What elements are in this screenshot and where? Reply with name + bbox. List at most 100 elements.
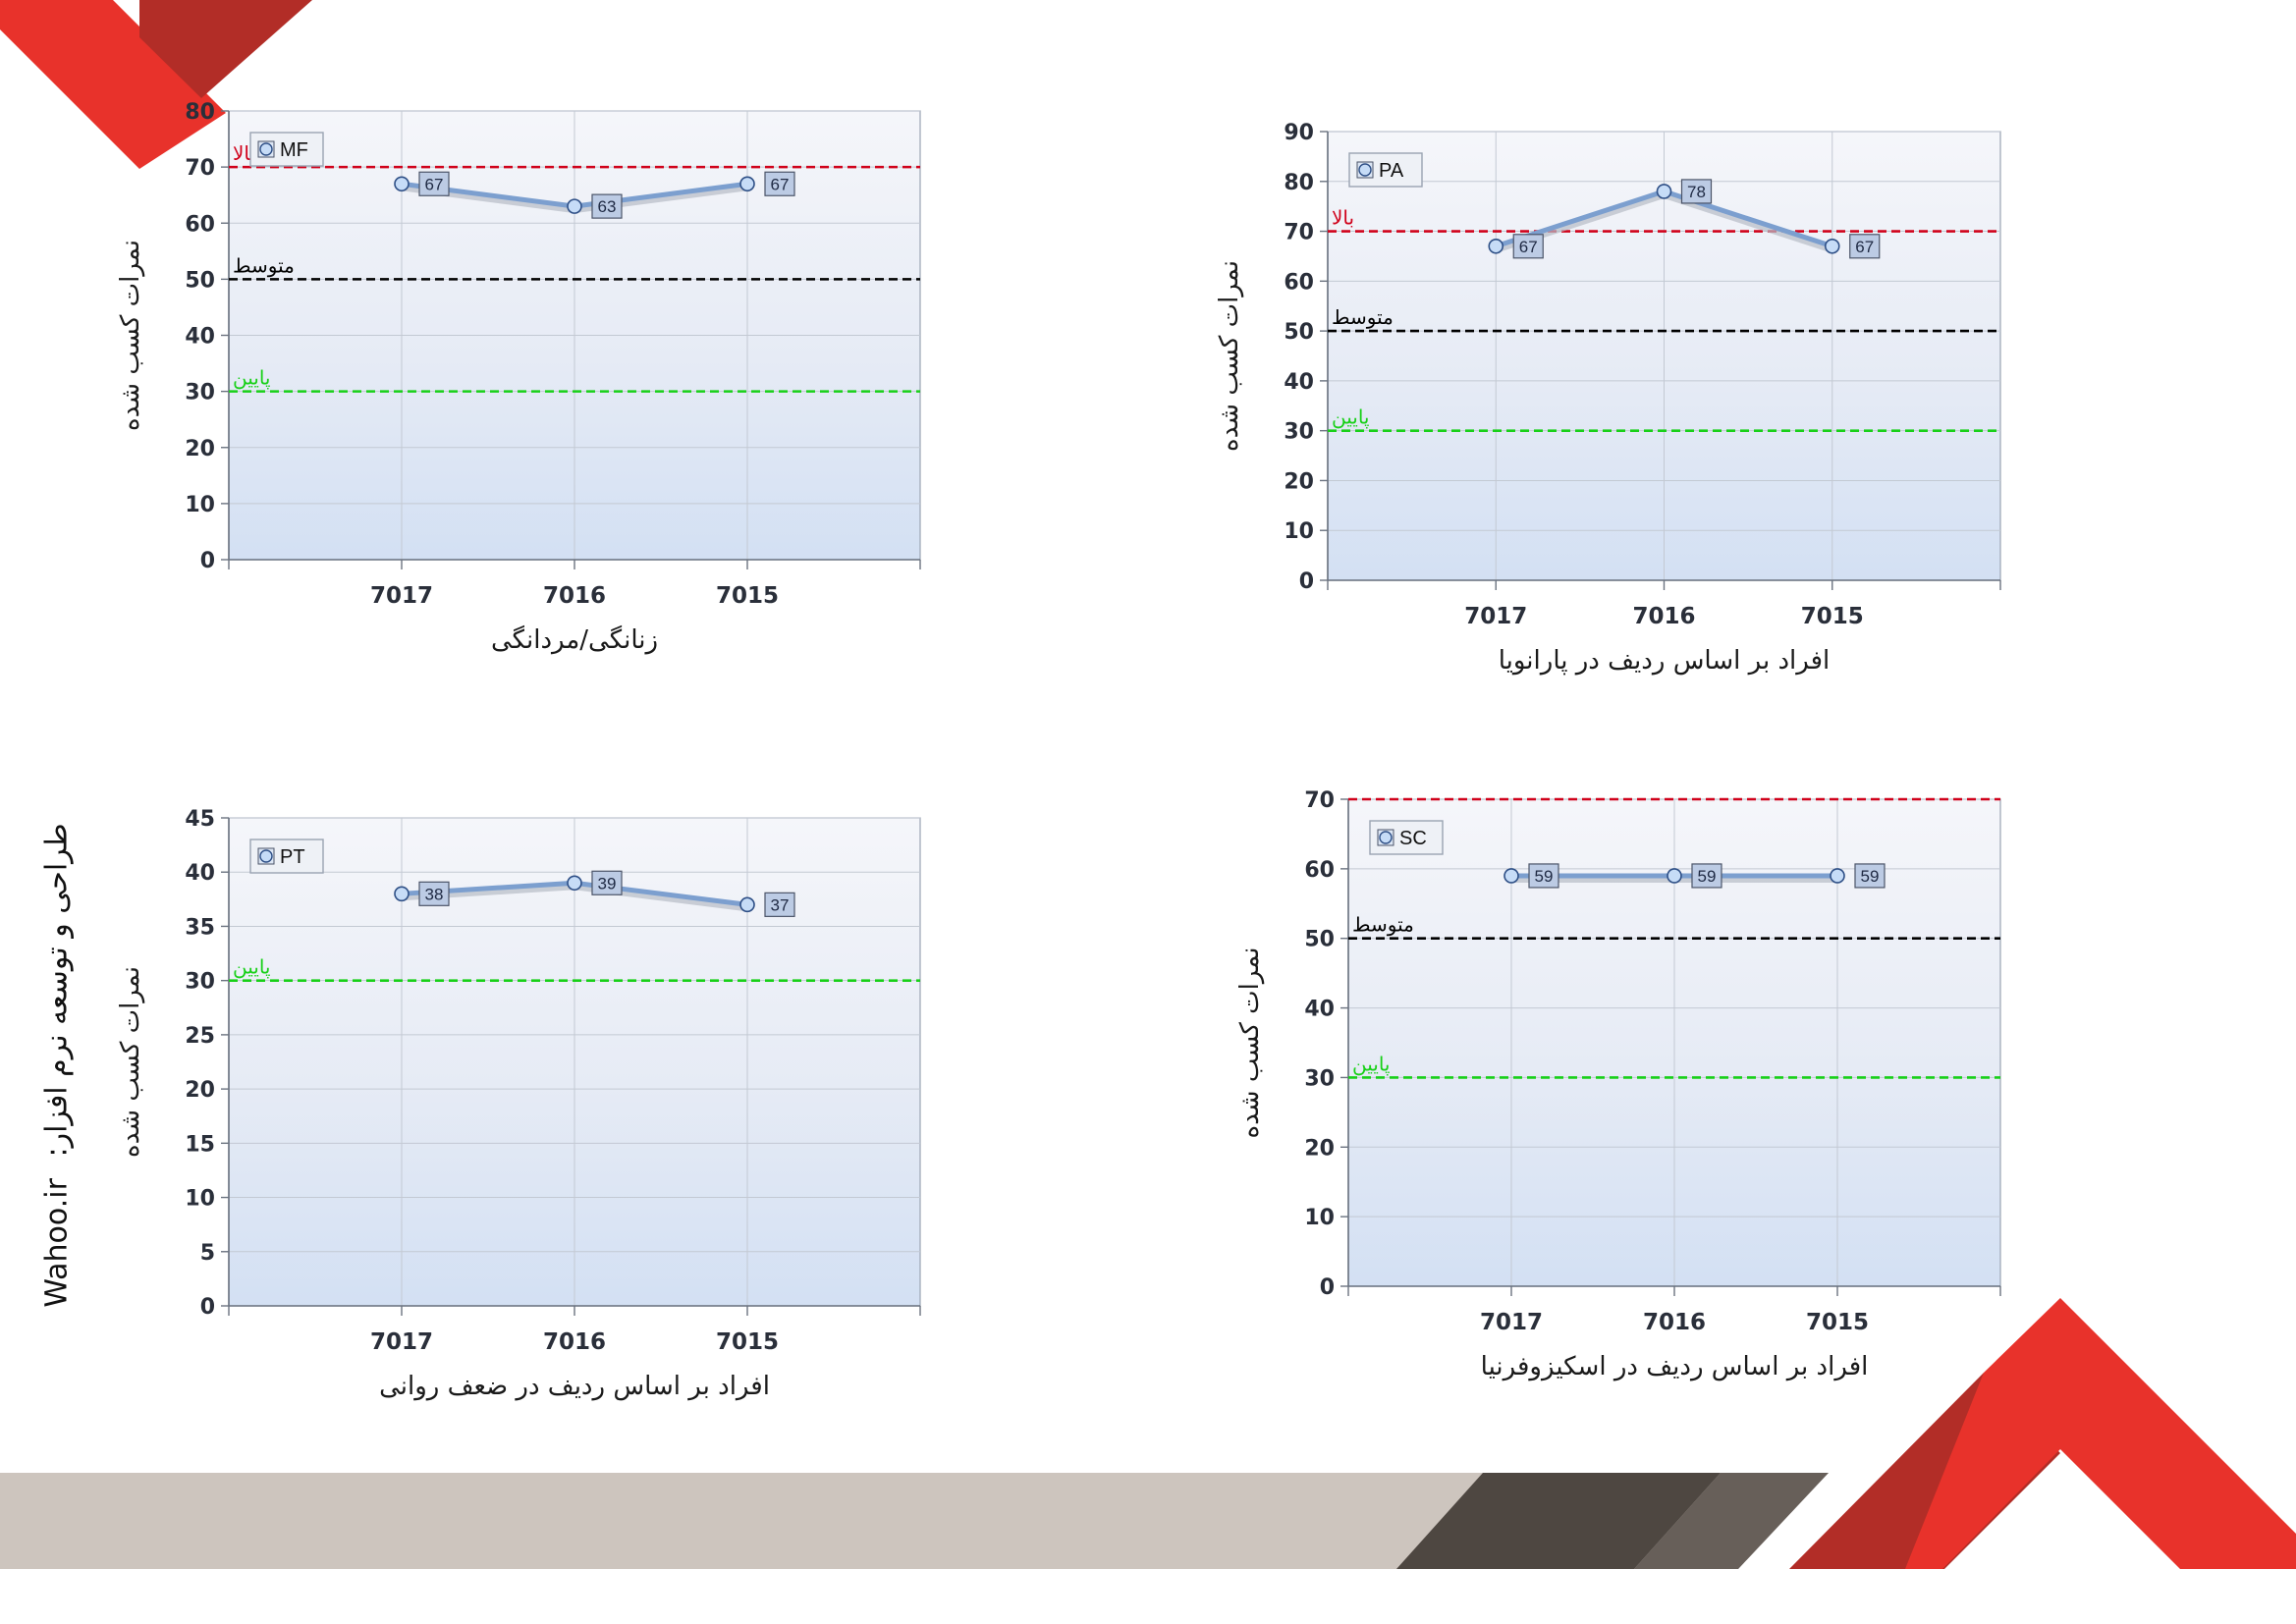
bottom-right-red-band <box>1905 1298 2296 1569</box>
y-tick-label: 20 <box>1304 1136 1335 1161</box>
reference-line-label: پایین <box>233 955 271 980</box>
reference-line-label: پایین <box>1332 406 1370 430</box>
chart-sc-svg: 0 10 20 30 40 50 60 70 7017 7016 7015 افراد بر اساس… <box>1235 788 2001 1381</box>
bottom-grey-band <box>0 1473 1829 1569</box>
chart-pa: 0 10 20 30 40 50 60 70 80 90 7017 7016 7015 افراد بر … <box>1159 98 2043 687</box>
legend-marker <box>1358 163 1372 177</box>
data-point <box>1667 868 1682 884</box>
x-tick-label: 7016 <box>1643 1310 1706 1335</box>
legend-marker <box>259 142 273 156</box>
y-tick-label: 70 <box>1284 221 1314 245</box>
y-axis-title: نمرات کسب شده <box>1215 260 1244 452</box>
x-axis-title: افراد بر اساس ردیف در اسکیزوفرنیا <box>1481 1352 1869 1381</box>
x-tick-label: 7017 <box>1464 604 1527 629</box>
data-point <box>1503 868 1519 884</box>
chart-pt: 0 5 10 15 20 25 30 35 40 45 7017 7016 7015 افراد بر ا… <box>0 785 923 1414</box>
legend-label: SC <box>1399 828 1427 849</box>
x-tick-label: 7015 <box>716 1329 779 1355</box>
legend-label: MF <box>280 139 308 161</box>
y-tick-label: 45 <box>185 807 215 832</box>
data-label: 67 <box>1519 238 1538 256</box>
x-axis-title: افراد بر اساس ردیف در ضعف روانی <box>379 1372 770 1401</box>
data-label: 59 <box>1861 867 1880 886</box>
data-label-box <box>418 881 450 906</box>
y-tick-label: 70 <box>1304 788 1335 813</box>
data-label-box <box>1849 234 1881 259</box>
legend-label: PA <box>1379 160 1404 182</box>
y-axis-title: نمرات کسب شده <box>1235 947 1265 1139</box>
x-tick-label: 7017 <box>370 1329 433 1355</box>
data-label: 67 <box>425 175 444 193</box>
y-tick-label: 30 <box>185 970 215 995</box>
x-tick-label: 7017 <box>1480 1310 1543 1335</box>
y-tick-label: 50 <box>185 268 215 293</box>
x-tick-label: 7016 <box>543 1329 606 1355</box>
data-label: 67 <box>1855 238 1874 256</box>
data-label: 67 <box>771 175 790 193</box>
y-tick-label: 20 <box>1284 469 1314 494</box>
data-label-box <box>1854 863 1886 889</box>
y-tick-label: 20 <box>185 1078 215 1103</box>
data-point <box>1656 184 1672 199</box>
data-label-box <box>764 171 795 196</box>
y-tick-label: 0 <box>1320 1275 1335 1300</box>
chart-mf-svg: 0 10 20 30 40 50 60 70 80 7017 7016 7015 زنانگی/مردا… <box>116 100 921 655</box>
data-label: 59 <box>1698 867 1717 886</box>
data-label: 37 <box>771 895 790 914</box>
reference-line-label: متوسط <box>233 253 295 277</box>
top-left-dark-red-band <box>139 0 312 98</box>
x-tick-label: 7015 <box>1801 604 1864 629</box>
data-label: 38 <box>425 885 444 903</box>
data-label-box <box>1680 179 1713 204</box>
data-label-box <box>1528 863 1559 889</box>
y-tick-label: 35 <box>185 915 215 940</box>
y-tick-label: 10 <box>185 1187 215 1212</box>
y-axis-title: نمرات کسب شده <box>116 240 145 431</box>
y-tick-label: 10 <box>1304 1206 1335 1230</box>
data-point <box>394 886 410 902</box>
bottom-dark-grey-band <box>1396 1473 1721 1569</box>
x-axis-title: زنانگی/مردانگی <box>491 624 658 655</box>
reference-line-label: پایین <box>1352 1052 1391 1076</box>
x-tick-label: 7017 <box>370 583 433 609</box>
reference-line-label: متوسط <box>1352 913 1414 937</box>
y-tick-label: 15 <box>185 1132 215 1157</box>
y-tick-label: 80 <box>185 100 215 125</box>
y-tick-label: 90 <box>1284 121 1314 145</box>
data-label-box <box>1512 234 1544 259</box>
data-point <box>739 896 755 913</box>
legend-box <box>249 839 324 874</box>
data-point <box>1488 238 1504 254</box>
reference-line-label: پایین <box>233 366 271 391</box>
y-axis-title: نمرات کسب شده <box>116 966 145 1158</box>
data-point <box>394 176 410 192</box>
legend-marker <box>1379 831 1393 844</box>
y-tick-label: 30 <box>1304 1066 1335 1091</box>
y-tick-label: 40 <box>1304 998 1335 1022</box>
y-tick-label: 60 <box>1284 270 1314 295</box>
y-tick-label: 0 <box>1299 569 1314 594</box>
y-tick-label: 10 <box>1284 519 1314 544</box>
y-tick-label: 40 <box>1284 370 1314 395</box>
y-tick-label: 30 <box>1284 420 1314 445</box>
y-tick-label: 40 <box>185 861 215 886</box>
y-tick-label: 80 <box>1284 171 1314 195</box>
data-label-box <box>418 171 450 196</box>
data-point <box>567 875 582 892</box>
data-label: 78 <box>1687 183 1706 201</box>
y-tick-label: 60 <box>1304 858 1335 883</box>
data-label: 63 <box>598 197 617 216</box>
data-label-box <box>591 870 623 895</box>
data-point <box>739 176 755 192</box>
y-tick-label: 70 <box>185 156 215 181</box>
top-left-red-band <box>0 0 226 169</box>
chart-pt-svg: 0 5 10 15 20 25 30 35 40 45 7017 7016 7015 افراد بر ا… <box>116 807 921 1401</box>
y-tick-label: 25 <box>185 1024 215 1049</box>
data-label: 39 <box>598 874 617 893</box>
y-tick-label: 5 <box>200 1241 215 1266</box>
data-label-box <box>764 892 795 917</box>
y-tick-label: 0 <box>200 549 215 573</box>
y-tick-label: 50 <box>1304 928 1335 952</box>
x-tick-label: 7016 <box>1632 604 1695 629</box>
